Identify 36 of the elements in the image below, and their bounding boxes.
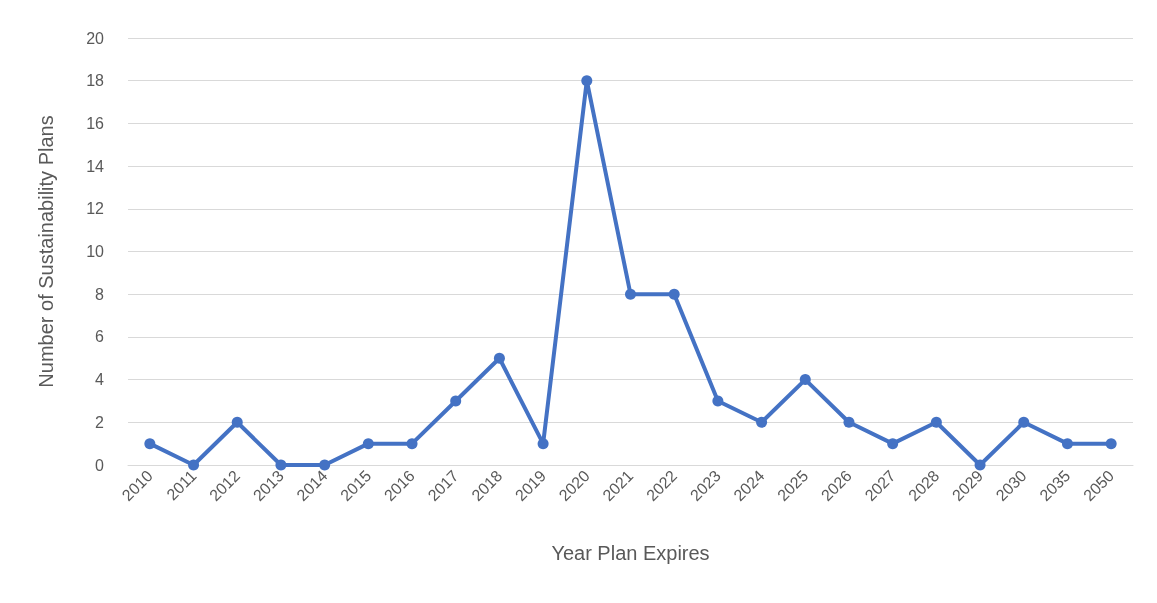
point (930, 416, 942, 428)
y-tick-label: 2 (95, 413, 105, 431)
point (362, 438, 374, 450)
y-tick-label: 18 (86, 72, 105, 90)
point (319, 459, 331, 471)
point (799, 374, 811, 386)
point (1061, 438, 1073, 450)
y-tick-label: 20 (86, 29, 105, 47)
point (493, 352, 505, 364)
point (275, 459, 287, 471)
x-axis-title: Year Plan Expires (551, 542, 710, 564)
point (144, 438, 156, 450)
y-tick-label: 8 (95, 285, 105, 303)
point (974, 459, 986, 471)
y-tick-label: 16 (86, 114, 105, 132)
point (712, 395, 724, 407)
point (537, 438, 549, 450)
y-axis-title: Number of Sustainability Plans (35, 115, 57, 388)
point (887, 438, 899, 450)
point (406, 438, 418, 450)
point (450, 395, 462, 407)
point (668, 288, 680, 300)
y-tick-label: 10 (86, 243, 105, 260)
point (756, 416, 768, 428)
point (231, 416, 243, 428)
point (625, 288, 636, 300)
point (1018, 416, 1030, 428)
point (843, 416, 855, 428)
point (188, 459, 200, 471)
y-tick-label: 14 (86, 157, 105, 175)
y-tick-label: 4 (95, 371, 105, 389)
point (1105, 438, 1117, 450)
y-tick-label: 0 (95, 456, 105, 474)
y-tick-label: 6 (95, 328, 105, 346)
point (581, 75, 593, 87)
y-tick-label: 12 (86, 200, 105, 218)
